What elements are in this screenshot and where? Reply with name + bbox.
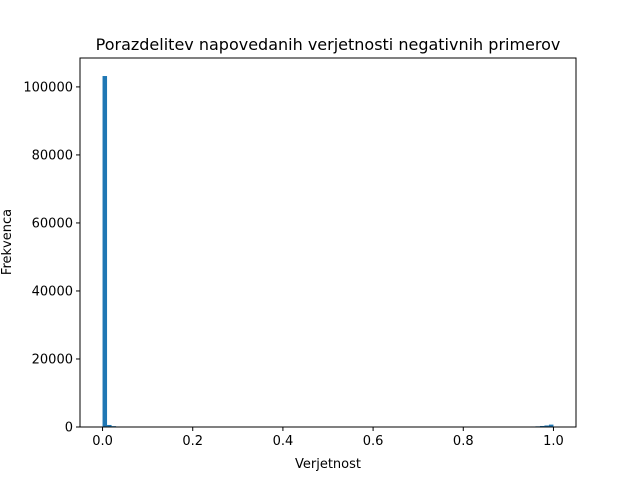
y-tick-label: 20000 xyxy=(32,352,73,367)
x-tick-label: 0.6 xyxy=(363,434,384,449)
y-tick-label: 100000 xyxy=(23,80,73,95)
x-tick-label: 0.0 xyxy=(92,434,113,449)
x-tick-label: 0.8 xyxy=(453,434,474,449)
x-tick-label: 1.0 xyxy=(543,434,564,449)
y-axis-ticks: 0 20000 40000 60000 80000 100000 xyxy=(23,80,80,436)
histogram-bar xyxy=(548,424,554,427)
plot-area-frame xyxy=(79,57,577,428)
y-tick-label: 40000 xyxy=(32,284,73,299)
chart-title: Porazdelitev napovedanih verjetnosti neg… xyxy=(96,35,561,54)
histogram-bar xyxy=(539,425,545,427)
histogram-bar xyxy=(544,425,549,427)
histogram-bar xyxy=(102,76,108,427)
x-axis-ticks: 0.0 0.2 0.4 0.6 0.8 1.0 xyxy=(92,427,564,449)
histogram-bar xyxy=(107,424,112,427)
y-tick-label: 60000 xyxy=(32,216,73,231)
x-tick-label: 0.2 xyxy=(182,434,203,449)
y-tick-label: 0 xyxy=(65,421,73,436)
x-axis-label: Verjetnost xyxy=(295,457,361,472)
y-tick-label: 80000 xyxy=(32,148,73,163)
y-axis-label: Frekvenca xyxy=(0,209,15,275)
x-tick-label: 0.4 xyxy=(273,434,294,449)
